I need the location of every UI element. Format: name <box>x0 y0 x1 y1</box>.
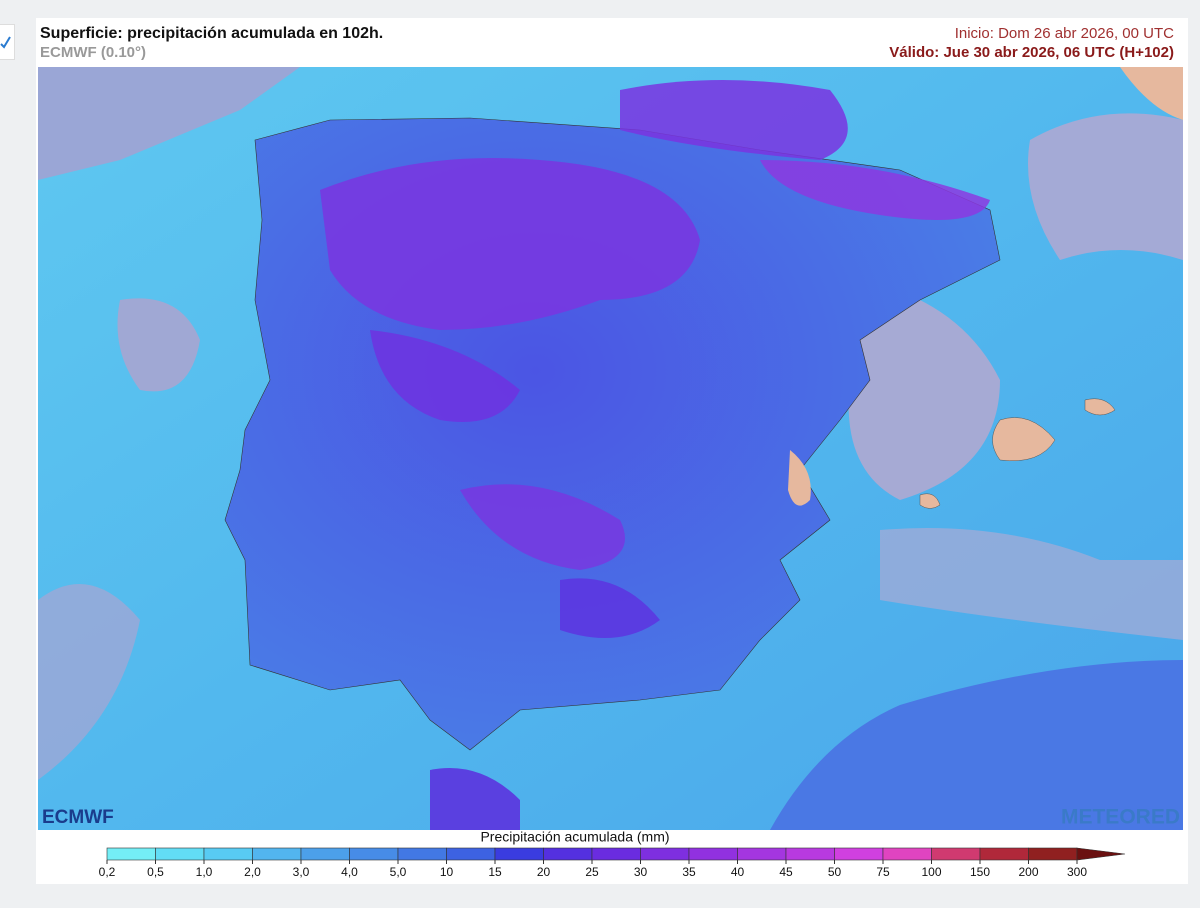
title: Superficie: precipitación acumulada en 1… <box>40 25 383 42</box>
colorbar-label: 50 <box>828 865 842 879</box>
check-icon <box>0 36 11 49</box>
colorbar-label: 0,5 <box>147 865 164 879</box>
colorbar-segment <box>203 847 253 861</box>
map <box>38 67 1183 830</box>
colorbar-segment <box>591 847 641 861</box>
colorbar-label: 300 <box>1067 865 1087 879</box>
side-tab[interactable] <box>0 24 15 60</box>
colorbar-segment <box>882 847 932 861</box>
colorbar-segment <box>688 847 738 861</box>
subtitle: ECMWF (0.10°) <box>40 44 146 61</box>
colorbar-label: 45 <box>779 865 793 879</box>
colorbar-label: 5,0 <box>390 865 407 879</box>
colorbar-segment <box>349 847 399 861</box>
colorbar-segment <box>106 847 156 861</box>
colorbar-segment <box>494 847 544 861</box>
ecmwf-logo: ECMWF <box>42 807 114 828</box>
colorbar-label: 15 <box>488 865 502 879</box>
colorbar-label: 30 <box>634 865 648 879</box>
colorbar-segment <box>252 847 302 861</box>
colorbar-label: 10 <box>440 865 454 879</box>
colorbar-segment <box>1028 847 1078 861</box>
legend-title: Precipitación acumulada (mm) <box>480 829 669 845</box>
colorbar-segment <box>446 847 496 861</box>
colorbar-label: 25 <box>585 865 599 879</box>
colorbar-arrow <box>1076 847 1126 861</box>
colorbar-label: 1,0 <box>196 865 213 879</box>
valid-time: Válido: Jue 30 abr 2026, 06 UTC (H+102) <box>889 44 1174 61</box>
colorbar-label: 2,0 <box>244 865 261 879</box>
colorbar-segment <box>834 847 884 861</box>
colorbar-label: 4,0 <box>341 865 358 879</box>
colorbar-label: 100 <box>921 865 941 879</box>
colorbar-label: 0,2 <box>99 865 116 879</box>
colorbar-segment <box>397 847 447 861</box>
init-time: Inicio: Dom 26 abr 2026, 00 UTC <box>955 25 1174 42</box>
colorbar-segment <box>300 847 350 861</box>
colorbar-label: 150 <box>970 865 990 879</box>
colorbar-label: 20 <box>537 865 551 879</box>
colorbar-segment <box>979 847 1029 861</box>
colorbar-segment <box>155 847 205 861</box>
colorbar-label: 200 <box>1018 865 1038 879</box>
colorbar-label: 3,0 <box>293 865 310 879</box>
colorbar-segment <box>931 847 981 861</box>
colorbar-label: 40 <box>731 865 745 879</box>
colorbar-label: 75 <box>876 865 890 879</box>
colorbar-segment <box>543 847 593 861</box>
meteored-logo: METEORED <box>1061 806 1180 829</box>
colorbar-label: 35 <box>682 865 696 879</box>
colorbar-segment <box>785 847 835 861</box>
colorbar-segment <box>640 847 690 861</box>
colorbar-segment <box>737 847 787 861</box>
